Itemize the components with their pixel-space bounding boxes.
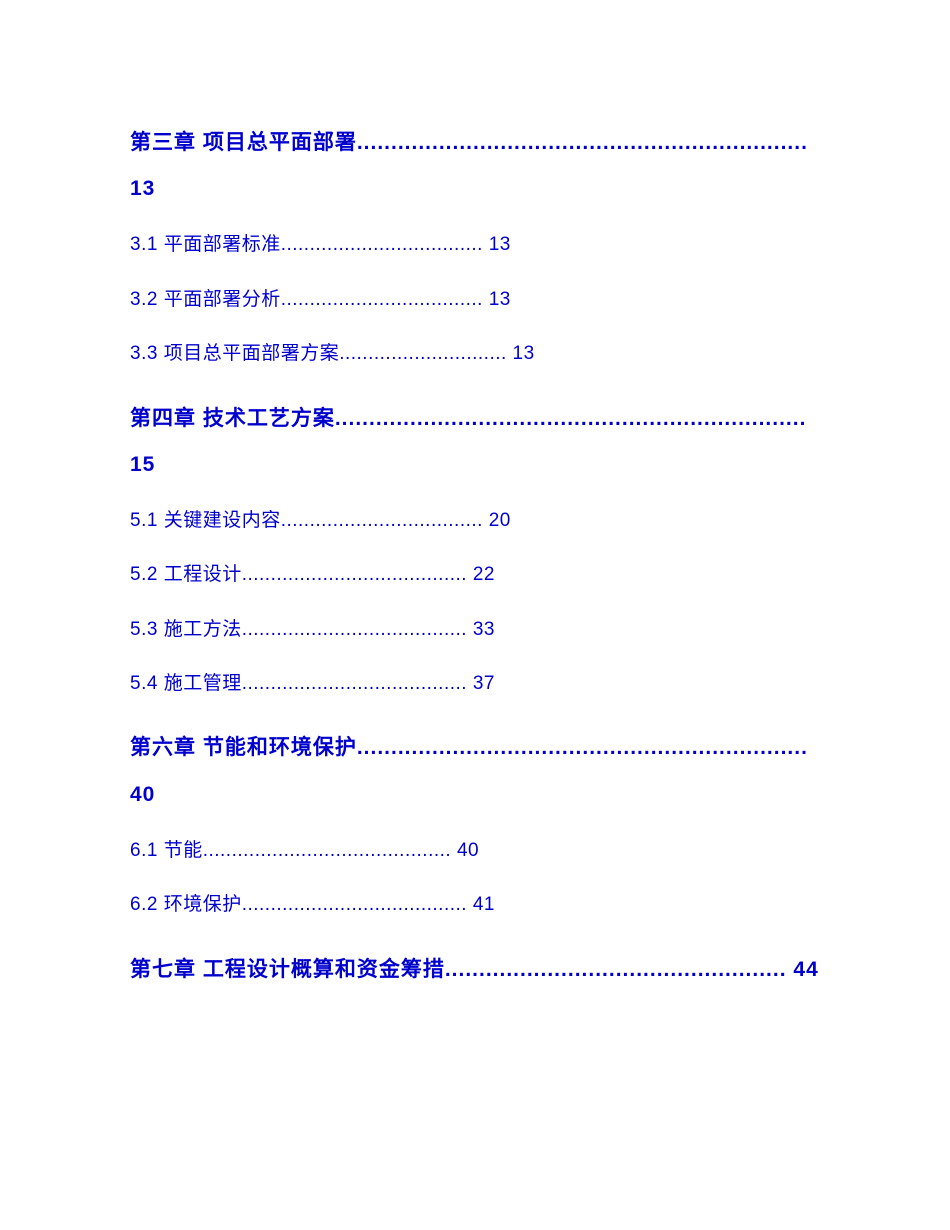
chapter-block: 第六章 节能和环境保护.............................… [130,725,820,920]
section-entry: 3.3 项目总平面部署方案...........................… [130,339,820,369]
chapter-heading: 第三章 项目总平面部署.............................… [130,120,820,212]
chapter-heading: 第七章 工程设计概算和资金筹措.........................… [130,947,820,993]
chapter-heading: 第六章 节能和环境保护.............................… [130,725,820,817]
section-group: 5.1 关键建设内容..............................… [130,506,820,700]
section-entry: 3.2 平面部署分析..............................… [130,285,820,315]
section-group: 6.1 节能..................................… [130,836,820,921]
chapter-block: 第七章 工程设计概算和资金筹措.........................… [130,947,820,993]
section-entry: 6.2 环境保护................................… [130,890,820,920]
chapter-heading: 第四章 技术工艺方案..............................… [130,396,820,488]
toc-container: 第三章 项目总平面部署.............................… [130,120,820,993]
section-entry: 3.1 平面部署标准..............................… [130,230,820,260]
section-entry: 5.1 关键建设内容..............................… [130,506,820,536]
section-entry: 6.1 节能..................................… [130,836,820,866]
chapter-block: 第四章 技术工艺方案..............................… [130,396,820,700]
section-entry: 5.4 施工管理................................… [130,669,820,699]
section-entry: 5.3 施工方法................................… [130,615,820,645]
section-entry: 5.2 工程设计................................… [130,560,820,590]
section-group: 3.1 平面部署标准..............................… [130,230,820,369]
chapter-block: 第三章 项目总平面部署.............................… [130,120,820,370]
